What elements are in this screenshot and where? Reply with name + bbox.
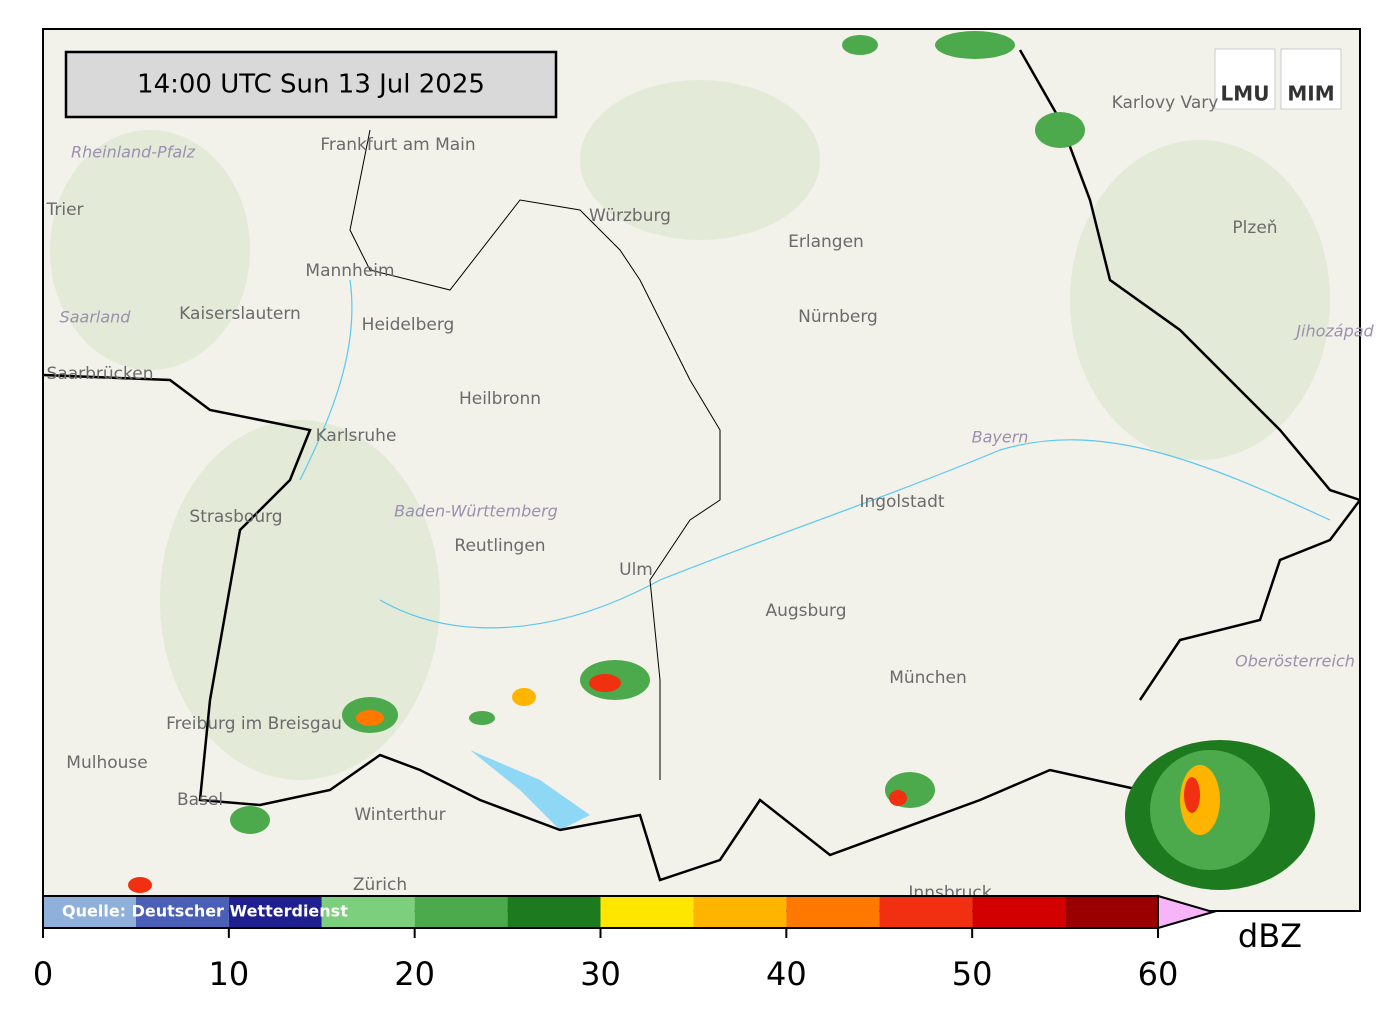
timestamp-box: [64, 50, 558, 119]
place-label: Freiburg im Breisgau: [166, 714, 342, 734]
place-label: Mannheim: [305, 261, 394, 281]
rivers: [299, 279, 1331, 629]
colorbar-segment: [228, 896, 322, 928]
place-label: Rheinland-Pfalz: [71, 143, 196, 162]
place-label: Reutlingen: [454, 536, 545, 556]
place-label: Oberösterreich: [1235, 652, 1355, 671]
tick-label: 20: [394, 955, 435, 993]
place-label: Saarbrücken: [47, 364, 154, 384]
place-label: Zürich: [353, 875, 407, 895]
place-label: Karlsruhe: [316, 426, 397, 446]
state-borders: [349, 129, 721, 780]
place-label: Bayern: [972, 428, 1029, 447]
colorbar-segment: [135, 896, 229, 928]
colorbar-segment: [600, 896, 694, 928]
colorbar-segment: [43, 896, 136, 928]
place-label: Trier: [45, 200, 83, 220]
place-label: Ingolstadt: [859, 492, 944, 512]
colorbar-segment: [321, 896, 415, 928]
logo-text: MIM: [1287, 82, 1334, 106]
place-label: Strasbourg: [189, 507, 282, 527]
place-label: Jihozápad: [1293, 322, 1374, 341]
logo-text: LMU: [1221, 82, 1270, 106]
tick-label: 40: [766, 955, 807, 993]
place-label: Winterthur: [354, 805, 445, 825]
colorbar-segment: [786, 896, 880, 928]
place-label: München: [889, 668, 967, 688]
tick-label: 30: [580, 955, 621, 993]
unit-label: dBZ: [1238, 917, 1302, 955]
place-label: Baden-Württemberg: [394, 502, 558, 521]
place-label: Kaiserslautern: [179, 304, 301, 324]
colorbar-segment: [879, 896, 973, 928]
timestamp: 14:00 UTC Sun 13 Jul 2025: [137, 70, 485, 100]
place-label: Basel: [177, 790, 223, 810]
colorbar-segment: [1065, 896, 1158, 928]
place-label: Plzeň: [1232, 218, 1277, 238]
lake: [470, 750, 590, 830]
place-label: Saarland: [60, 308, 132, 327]
radar-echoes: [128, 31, 1315, 893]
source-label: Quelle: Deutscher Wetterdienst: [62, 902, 348, 921]
place-label: Nürnberg: [798, 307, 878, 327]
tick-label: 0: [33, 955, 53, 993]
place-label: Karlovy Vary: [1112, 93, 1219, 113]
colorbar-segment: [972, 896, 1066, 928]
place-label: Frankfurt am Main: [320, 135, 475, 155]
colorbar-segment: [414, 896, 508, 928]
logo-box: [1280, 48, 1342, 110]
colorbar-segment: [693, 896, 787, 928]
colorbar-segment: [507, 896, 601, 928]
place-label: Ulm: [619, 560, 653, 580]
tick-label: 60: [1138, 955, 1179, 993]
terrain: [50, 80, 1330, 780]
place-label: Mulhouse: [66, 753, 147, 773]
tick-label: 50: [952, 955, 993, 993]
tick-label: 10: [208, 955, 249, 993]
place-label: Erlangen: [788, 232, 864, 252]
place-label: Heidelberg: [362, 315, 455, 335]
place-label: Heilbronn: [459, 389, 541, 409]
logo-box: [1214, 48, 1276, 110]
place-label: Augsburg: [765, 601, 846, 621]
place-label: Würzburg: [589, 206, 671, 226]
